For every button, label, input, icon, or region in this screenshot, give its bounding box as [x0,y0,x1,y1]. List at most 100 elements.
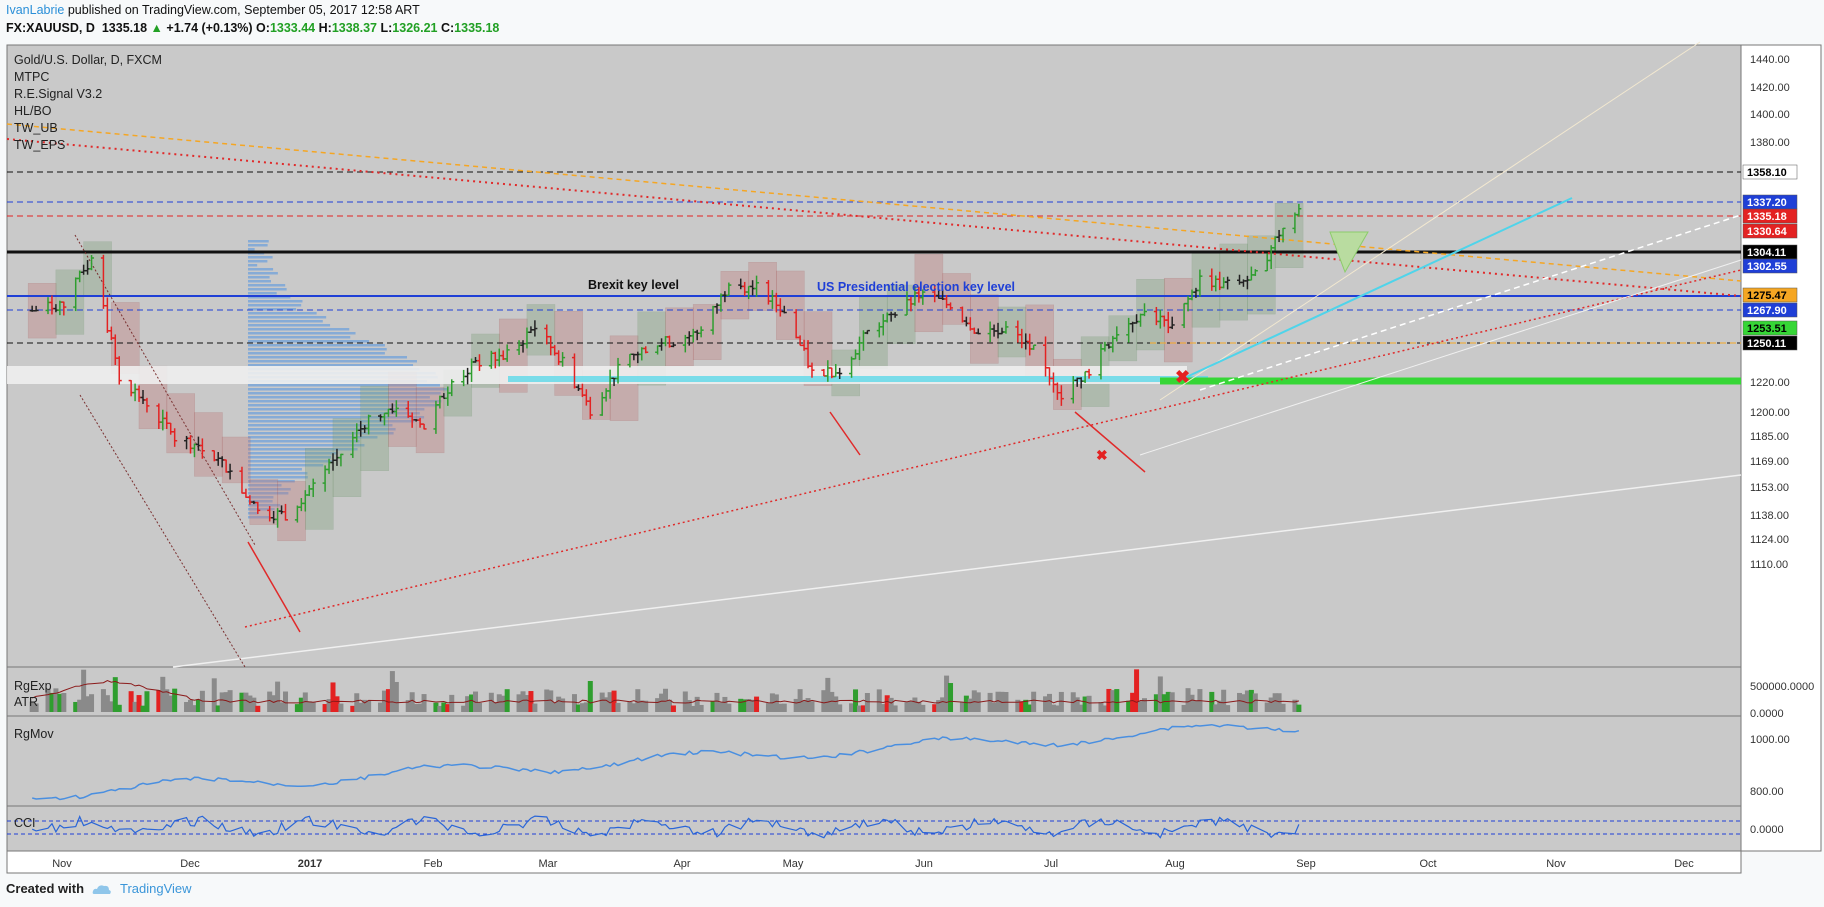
rgexp-bar [742,699,748,712]
rgexp-bars [29,669,1302,712]
rgexp-bar [746,699,752,712]
rgexp-bar [948,683,954,712]
author-link[interactable]: IvanLabrie [6,3,65,17]
time-axis[interactable] [6,850,1742,874]
time-tick-label: May [783,858,804,870]
volume-profile-bar [248,276,270,279]
cci-pane[interactable] [6,805,1742,852]
time-tick-label: Dec [1674,858,1694,870]
cci-tick-zero: 0.0000 [1750,824,1784,836]
rgexp-bar [219,692,225,712]
publish-line: IvanLabrie published on TradingView.com,… [6,3,420,17]
price-axis-ticks: 1440.00 1420.00 1400.00 1380.00 1220.00 1200.… [1750,54,1790,571]
rgexp-bar [330,682,336,712]
rgexp-bar [195,699,201,712]
rgexp-bar [686,700,692,712]
rgexp-bar [575,704,581,712]
rgexp-bar [476,702,482,712]
rgexp-bar [1110,690,1116,712]
rgexp-bar [726,703,732,712]
red-break-line-1 [247,541,301,633]
rgexp-bar [797,689,803,712]
rgexp-bar [1244,690,1250,712]
rgexp-bar [49,692,55,712]
rgexp-bar [100,689,106,712]
brexit-label: Brexit key level [588,278,679,292]
rgexp-bar [940,697,946,712]
price-tag [1742,258,1798,274]
rgexp-bar [912,697,918,712]
rgexp-bar [805,698,811,712]
rgexp-bar [389,671,395,712]
close-label: C: [440,21,455,35]
open-value: 1333.44 [269,21,316,35]
volume-profile-bar [248,508,275,511]
publish-info: published on TradingView.com, September … [67,3,420,17]
rgexp-bar [825,677,831,712]
price-tick-label: 1185.00 [1750,431,1789,443]
white-uptrend-line [172,474,1742,668]
rgexp-bar [461,705,467,712]
volume-profile-bar [248,396,430,399]
volume-profile-bar [248,384,440,387]
candles [29,203,1302,528]
time-tick-label: Nov [52,858,72,870]
rgexp-bar [607,692,613,712]
rgexp-pane[interactable] [6,666,1742,717]
red-break-line-2 [829,411,861,456]
rgexp-bar [583,702,589,712]
rgexp-bar [860,705,866,712]
time-axis-ticks: Nov Dec 2017 Feb Mar Apr May Jun Jul Aug Sep Oct Nov… [52,858,1694,870]
rgexp-bar [1046,693,1052,712]
time-tick-label: 2017 [298,858,322,870]
legend-mtpc: MTPC [14,70,49,84]
rgexp-bar [690,705,696,712]
rgexp-bar [995,691,1001,712]
price-tag-label: 1267.90 [1747,305,1787,317]
volume-profile-bar [248,480,295,483]
rgexp-bar [1221,689,1227,712]
rgmov-pane[interactable] [6,715,1742,807]
rgexp-bar [128,691,134,712]
rgexp-bar [987,692,993,712]
rgexp-bar [378,702,384,712]
rgexp-bar [682,691,688,712]
volume-profile-bar [248,344,385,347]
rgexp-bar [362,699,368,712]
volume-profile-bar [248,488,291,491]
rgexp-bar [1153,694,1159,712]
volume-profile-bar [248,312,317,315]
rgexp-bar [750,699,756,712]
rgexp-bar [932,704,938,712]
rgexp-bar [108,701,114,712]
tradingview-link[interactable]: TradingView [120,881,192,896]
rgexp-bar [967,698,973,712]
rgexp-bar [611,690,617,712]
time-tick-label: Nov [1546,858,1566,870]
price-tag-label: 1304.11 [1747,247,1786,259]
price-tag-label: 1335.18 [1747,211,1787,223]
time-tick-label: Jun [915,858,933,870]
price-tag-label: 1250.11 [1747,338,1786,350]
legend-hlbo: HL/BO [14,104,52,118]
rgexp-bar [492,702,498,712]
rgexp-bar [1157,676,1163,712]
rgexp-bar [381,690,387,712]
volume-profile-bar [248,244,268,247]
rgexp-bar [1054,705,1060,712]
rgexp-bar [275,681,281,712]
rgexp-bar [255,705,261,712]
rgexp-tick-high: 500000.0000 [1750,681,1814,693]
election-label: US Presidential election key level [817,280,1015,294]
time-tick-label: Dec [180,858,200,870]
rgexp-bar [1050,704,1056,712]
rgexp-bar [310,701,316,712]
price-axis[interactable] [1740,44,1822,852]
rgexp-bar [718,702,724,712]
rgexp-bar [445,704,451,712]
rgexp-bar [959,702,965,712]
rgexp-bar [1023,699,1029,712]
atr-label: ATR [14,695,38,709]
high-label: H: [318,21,332,35]
